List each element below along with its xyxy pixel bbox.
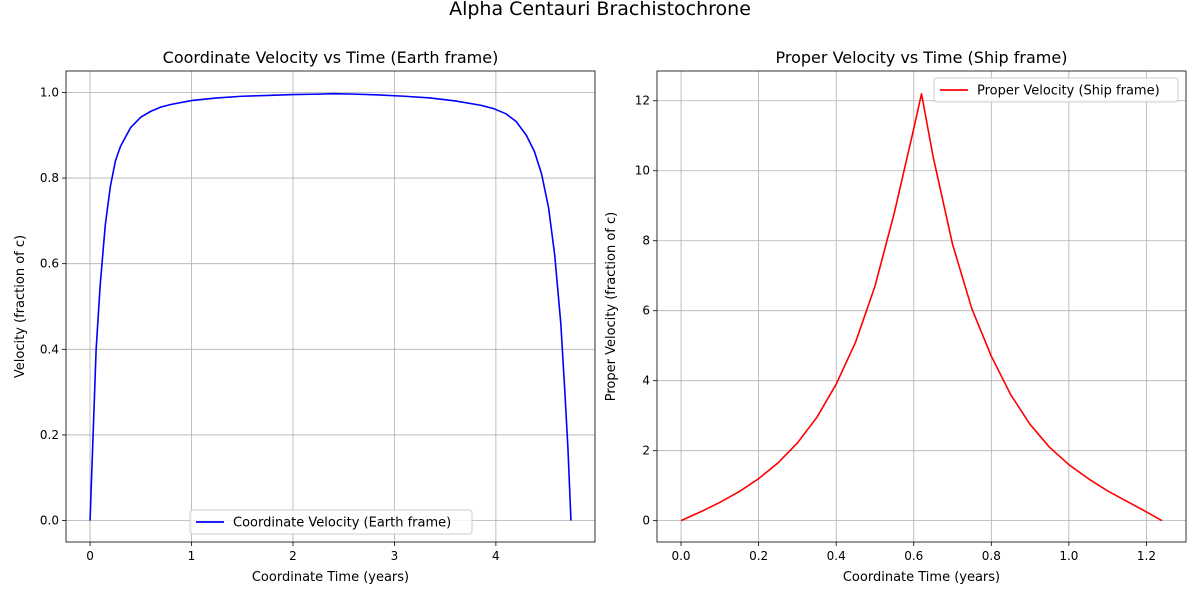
x-tick-label: 1.0 [1059, 549, 1078, 563]
x-tick-label: 0 [86, 549, 94, 563]
x-tick-label: 2 [289, 549, 297, 563]
x-tick-label: 0.2 [749, 549, 768, 563]
legend-label: Proper Velocity (Ship frame) [977, 84, 1160, 99]
plot-frame [656, 70, 1187, 543]
x-tick-label: 0.8 [982, 549, 1001, 563]
y-tick-label: 10 [635, 164, 650, 178]
y-tick-label: 12 [635, 94, 650, 108]
x-axis-label: Coordinate Time (years) [843, 570, 1000, 585]
left-chart: 0 1 2 3 4 0.0 0.2 0.4 0.6 0.8 1.0 Coordinate Veloci… [13, 48, 596, 585]
plot-frame [65, 70, 596, 543]
grid [66, 71, 595, 542]
right-chart: 0.0 0.2 0.4 0.6 0.8 1.0 1.2 0 2 4 6 8 10 12 Proper Vel… [604, 48, 1187, 585]
legend-label: Coordinate Velocity (Earth frame) [233, 516, 451, 531]
x-tick-label: 0.4 [827, 549, 846, 563]
y-axis-label: Proper Velocity (fraction of c) [604, 212, 619, 402]
x-axis-label: Coordinate Time (years) [252, 570, 409, 585]
legend-box [933, 77, 1179, 103]
chart-title: Coordinate Velocity vs Time (Earth frame… [163, 48, 499, 67]
series-line [680, 92, 1163, 522]
grid [657, 71, 1186, 542]
y-tick-label: 2 [642, 444, 650, 458]
x-tick-label: 0.6 [904, 549, 923, 563]
x-tick-label: 0.0 [671, 549, 690, 563]
figure-title: Alpha Centauri Brachistochrone [449, 0, 751, 20]
y-tick-label: 0 [642, 514, 650, 528]
x-tick-label: 1 [188, 549, 196, 563]
legend: Proper Velocity (Ship frame) [933, 77, 1179, 103]
y-tick-label: 0.0 [40, 514, 59, 528]
y-tick-label: 4 [642, 374, 650, 388]
legend: Coordinate Velocity (Earth frame) [189, 509, 473, 535]
y-tick-label: 8 [642, 234, 650, 248]
chart-title: Proper Velocity vs Time (Ship frame) [776, 48, 1068, 67]
y-tick-label: 0.4 [40, 342, 59, 356]
legend-box [189, 509, 473, 535]
x-tick-label: 4 [492, 549, 500, 563]
y-tick-label: 0.6 [40, 257, 59, 271]
series-line [89, 92, 572, 521]
y-tick-label: 0.8 [40, 171, 59, 185]
y-tick-label: 0.2 [40, 428, 59, 442]
x-tick-label: 1.2 [1137, 549, 1156, 563]
y-axis-label: Velocity (fraction of c) [13, 235, 28, 378]
x-tick-label: 3 [391, 549, 399, 563]
y-tick-label: 6 [642, 304, 650, 318]
y-tick-label: 1.0 [40, 85, 59, 99]
